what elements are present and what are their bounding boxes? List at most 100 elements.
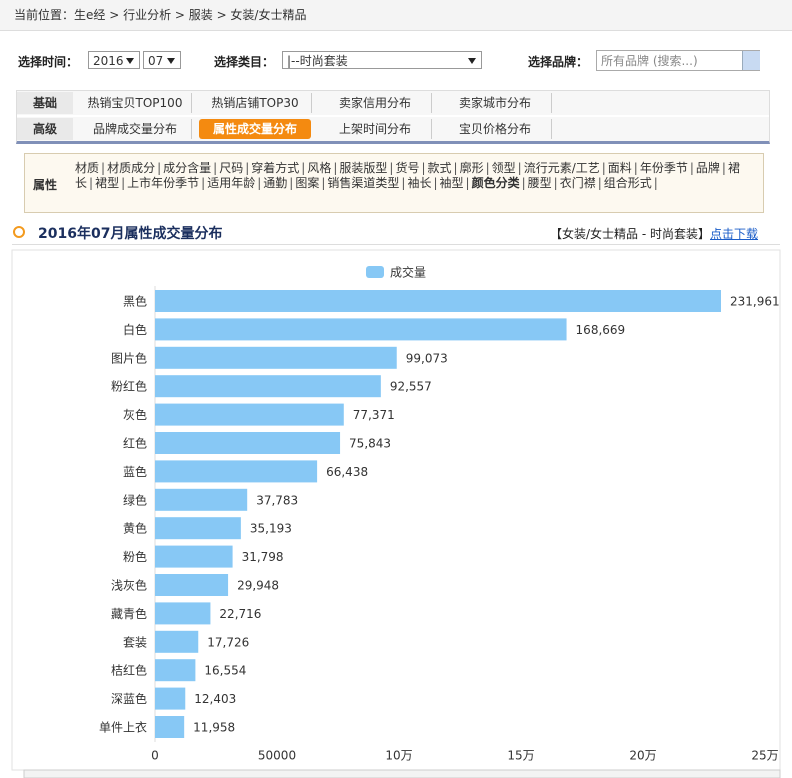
tab[interactable]: 品牌成交量分布 — [79, 119, 192, 139]
tab-group-label: 基础 — [17, 92, 73, 114]
attribute-link[interactable]: 尺码 — [219, 161, 244, 175]
legend-label: 成交量 — [390, 265, 426, 280]
attribute-link[interactable]: 裙型 — [95, 176, 120, 190]
attribute-link[interactable]: 销售渠道类型 — [327, 176, 400, 190]
attribute-link[interactable]: 廓形 — [459, 161, 484, 175]
brand-input[interactable]: 所有品牌 (搜索...) — [596, 50, 760, 71]
tab[interactable]: 宝贝价格分布 — [439, 119, 552, 139]
attribute-link[interactable]: 流行元素/工艺 — [523, 161, 600, 175]
data-label: 231,961 — [730, 295, 780, 309]
tab-panel: 基础 热销宝贝TOP100 热销店铺TOP30 卖家信用分布 卖家城市分布高级 品牌成交量… — [16, 90, 770, 144]
y-tick-label: 蓝色 — [123, 465, 147, 479]
separator: | — [721, 161, 726, 175]
attribute-link[interactable]: 领型 — [491, 161, 516, 175]
bar — [155, 432, 341, 454]
bar — [155, 460, 318, 483]
y-tick-label: 藏青色 — [111, 607, 147, 621]
tab[interactable]: 卖家城市分布 — [439, 93, 552, 113]
y-tick-label: 灰色 — [123, 408, 147, 422]
data-label: 29,948 — [237, 579, 279, 593]
month-select[interactable]: 07 — [143, 51, 181, 69]
attribute-link[interactable]: 材质 — [75, 161, 100, 175]
attribute-link[interactable]: 上市年份季节 — [127, 176, 200, 190]
bar — [155, 375, 381, 398]
attribute-link[interactable]: 通勤 — [263, 176, 288, 190]
attribute-link[interactable]: 成分含量 — [163, 161, 212, 175]
attribute-link[interactable]: 腰型 — [527, 176, 552, 190]
bar — [155, 545, 233, 568]
data-label: 168,669 — [576, 323, 626, 337]
year-select[interactable]: 2016 — [88, 51, 140, 69]
attribute-label: 属性 — [33, 178, 58, 192]
attribute-link[interactable]: 颜色分类 — [471, 176, 520, 190]
attribute-link[interactable]: 图案 — [295, 176, 320, 190]
x-tick-label: 0 — [151, 749, 159, 763]
separator: | — [389, 161, 394, 175]
attribute-link[interactable]: 适用年龄 — [207, 176, 256, 190]
separator: | — [601, 161, 606, 175]
attribute-link[interactable]: 服装版型 — [339, 161, 388, 175]
separator: | — [453, 161, 458, 175]
brand-dropdown-button[interactable] — [742, 51, 760, 70]
legend-swatch — [366, 266, 384, 278]
bar — [155, 290, 721, 312]
attribute-link[interactable]: 袖长 — [407, 176, 432, 190]
y-tick-label: 粉色 — [123, 550, 147, 564]
attribute-link[interactable]: 货号 — [395, 161, 420, 175]
separator: | — [553, 176, 558, 190]
section-icon — [13, 226, 25, 238]
attribute-link[interactable]: 品牌 — [695, 161, 720, 175]
y-tick-label: 浅灰色 — [111, 579, 147, 593]
attribute-link[interactable]: 材质成分 — [107, 161, 156, 175]
bar — [155, 403, 344, 426]
separator: | — [333, 161, 338, 175]
download-link[interactable]: 点击下载 — [710, 227, 759, 241]
bar — [155, 517, 241, 540]
bar — [155, 630, 199, 653]
category-select[interactable]: |--时尚套装 — [282, 51, 482, 69]
attribute-link[interactable]: 衣门襟 — [559, 176, 596, 190]
separator: | — [521, 176, 526, 190]
x-tick-label: 50000 — [258, 749, 296, 763]
section-scope: 【女装/女士精品 - 时尚套装】 — [550, 227, 711, 241]
attribute-link[interactable]: 裙长 — [75, 161, 740, 190]
separator: | — [289, 176, 294, 190]
bar — [155, 659, 196, 682]
attribute-link[interactable]: 年份季节 — [639, 161, 688, 175]
tab[interactable]: 属性成交量分布 — [199, 119, 311, 139]
brand-label: 选择品牌： — [528, 55, 589, 69]
separator: | — [321, 176, 326, 190]
tab[interactable]: 上架时间分布 — [319, 119, 432, 139]
attribute-link[interactable]: 面料 — [607, 161, 632, 175]
attribute-list: 材质 | 材质成分 | 成分含量 | 尺码 | 穿着方式 | 风格 | 服装版型 | 货号 | 款式 | 廓形 | 领型… — [75, 161, 757, 191]
y-tick-label: 绿色 — [123, 492, 147, 507]
tab-row: 高级 品牌成交量分布 属性成交量分布 上架时间分布 宝贝价格分布 — [17, 117, 769, 141]
separator: | — [257, 176, 262, 190]
bar — [155, 574, 229, 596]
data-label: 35,193 — [250, 522, 292, 536]
data-label: 92,557 — [390, 380, 432, 394]
attribute-link[interactable]: 款式 — [427, 161, 452, 175]
attribute-link[interactable]: 袖型 — [439, 176, 464, 190]
separator: | — [433, 176, 438, 190]
attribute-link[interactable]: 组合形式 — [603, 176, 652, 190]
tab[interactable]: 卖家信用分布 — [319, 93, 432, 113]
separator: | — [401, 176, 406, 190]
bar — [155, 687, 186, 710]
separator: | — [157, 161, 162, 175]
data-label: 99,073 — [406, 351, 448, 365]
tab[interactable]: 热销店铺TOP30 — [199, 93, 312, 113]
attribute-link[interactable]: 风格 — [307, 161, 332, 175]
tab-row: 基础 热销宝贝TOP100 热销店铺TOP30 卖家信用分布 卖家城市分布 — [17, 91, 769, 115]
separator: | — [101, 161, 106, 175]
separator: | — [689, 161, 694, 175]
data-label: 12,403 — [194, 692, 236, 706]
x-tick-label: 25万 — [751, 749, 778, 763]
bar — [155, 488, 248, 511]
tab-group-label: 高级 — [17, 118, 73, 140]
data-label: 17,726 — [207, 635, 249, 649]
y-tick-label: 深蓝色 — [111, 692, 147, 706]
attribute-link[interactable]: 穿着方式 — [251, 161, 300, 175]
tab[interactable]: 热销宝贝TOP100 — [79, 93, 192, 113]
